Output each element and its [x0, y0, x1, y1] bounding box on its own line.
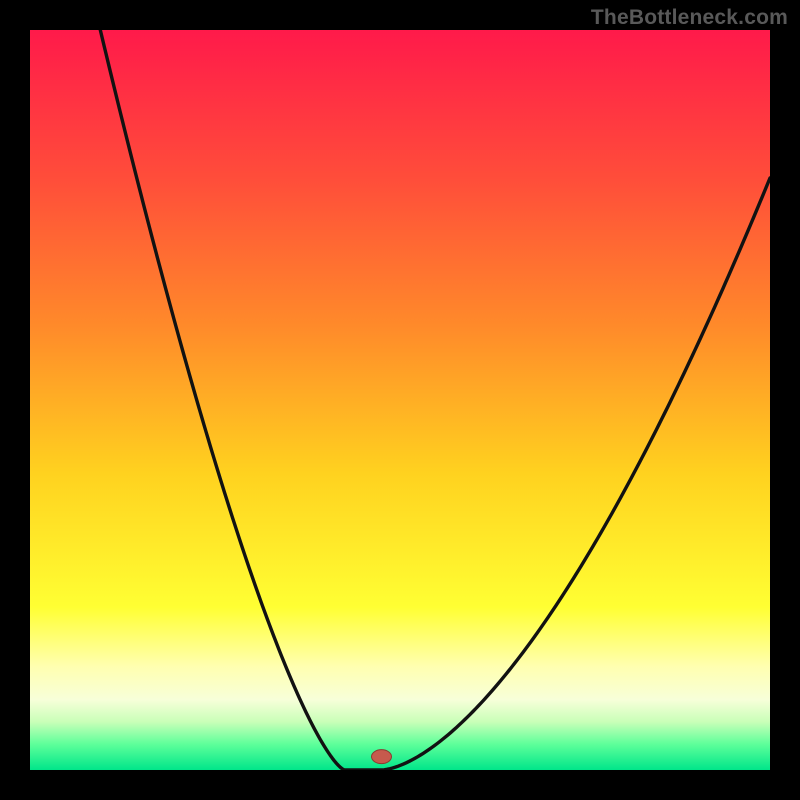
- bottleneck-chart: [0, 0, 800, 800]
- watermark-text: TheBottleneck.com: [591, 6, 788, 30]
- chart-container: TheBottleneck.com: [0, 0, 800, 800]
- plot-background: [30, 30, 770, 770]
- optimal-marker: [372, 750, 392, 764]
